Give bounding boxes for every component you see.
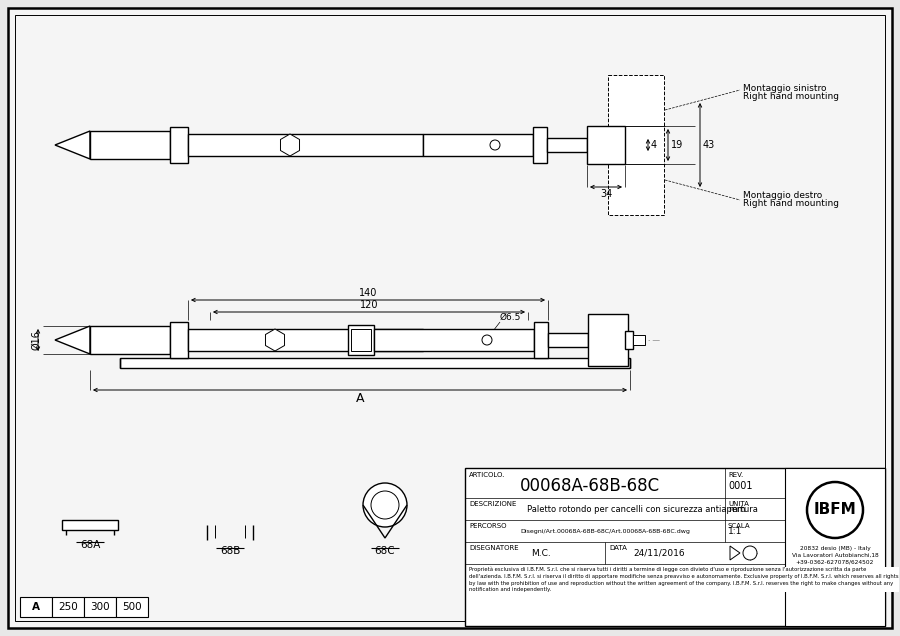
Text: UNITA: UNITA — [728, 501, 749, 507]
Bar — [52, 597, 84, 617]
Text: 500: 500 — [122, 602, 142, 612]
Text: Ø16: Ø16 — [31, 330, 41, 350]
Text: ARTICOLO.: ARTICOLO. — [469, 472, 506, 478]
Polygon shape — [281, 134, 300, 156]
Bar — [170, 322, 188, 358]
Bar — [120, 358, 630, 368]
Text: Right hand mounting: Right hand mounting — [743, 199, 839, 208]
Circle shape — [490, 140, 500, 150]
Text: 120: 120 — [360, 300, 378, 310]
Text: 68C: 68C — [374, 546, 395, 556]
Text: Proprietà esclusiva di I.B.F.M. S.r.l. che si riserva tutti i diritti a termine : Proprietà esclusiva di I.B.F.M. S.r.l. c… — [469, 567, 898, 592]
Text: 4: 4 — [651, 140, 657, 150]
Text: SCALA: SCALA — [728, 523, 751, 529]
Text: DESCRIZIONE: DESCRIZIONE — [469, 501, 517, 507]
Text: IBFM: IBFM — [814, 502, 857, 518]
Bar — [351, 329, 371, 351]
Bar — [548, 333, 588, 347]
Text: Right hand mounting: Right hand mounting — [743, 92, 839, 101]
Text: Montaggio destro: Montaggio destro — [743, 191, 823, 200]
Bar — [465, 468, 885, 626]
Text: 20832 desio (MB) - Italy
Via Lavoratori Autobianchi,18
+39-0362-627078/624502
Fa: 20832 desio (MB) - Italy Via Lavoratori … — [792, 546, 878, 579]
Circle shape — [743, 546, 757, 560]
Text: 1:1: 1:1 — [728, 527, 742, 536]
Polygon shape — [730, 546, 740, 560]
Bar — [785, 468, 885, 626]
Bar — [116, 597, 148, 617]
Bar — [62, 520, 118, 530]
Text: 250: 250 — [58, 602, 78, 612]
Bar — [348, 325, 374, 355]
Bar — [588, 314, 628, 366]
Bar — [547, 138, 587, 152]
Text: 140: 140 — [359, 288, 377, 298]
Text: 43: 43 — [703, 140, 716, 150]
Bar — [533, 127, 547, 163]
Bar — [625, 331, 633, 349]
Bar — [20, 597, 52, 617]
Text: 0001: 0001 — [728, 481, 752, 491]
Text: PERCORSO: PERCORSO — [469, 523, 507, 529]
Circle shape — [807, 482, 863, 538]
Bar — [90, 131, 170, 159]
Text: 68A: 68A — [80, 540, 100, 550]
Circle shape — [482, 335, 492, 345]
Text: mm: mm — [728, 504, 745, 513]
Polygon shape — [55, 131, 90, 159]
Text: 34: 34 — [600, 189, 612, 199]
Text: Montaggio sinistro: Montaggio sinistro — [743, 84, 826, 93]
Bar — [374, 329, 534, 351]
Bar — [633, 335, 645, 345]
Text: 00068A-68B-68C: 00068A-68B-68C — [520, 477, 660, 495]
Text: 19: 19 — [671, 140, 683, 150]
Text: Disegni/Art.00068A-68B-68C/Art.00068A-68B-68C.dwg: Disegni/Art.00068A-68B-68C/Art.00068A-68… — [520, 529, 690, 534]
Bar — [170, 127, 188, 163]
Text: 24/11/2016: 24/11/2016 — [633, 548, 685, 558]
Circle shape — [371, 491, 399, 519]
Text: DISEGNATORE: DISEGNATORE — [469, 545, 518, 551]
Text: A: A — [32, 602, 40, 612]
Bar — [587, 126, 625, 164]
Bar — [534, 322, 548, 358]
Text: 68B: 68B — [220, 546, 240, 556]
Polygon shape — [266, 329, 284, 351]
Bar — [84, 597, 116, 617]
Bar — [423, 134, 533, 156]
Bar — [188, 329, 423, 351]
Text: Ø6.5: Ø6.5 — [500, 313, 521, 322]
Text: M.C.: M.C. — [531, 548, 551, 558]
Text: 300: 300 — [90, 602, 110, 612]
Polygon shape — [55, 326, 90, 354]
Text: REV.: REV. — [728, 472, 743, 478]
Bar — [608, 75, 664, 215]
Bar — [188, 134, 423, 156]
Text: A: A — [356, 392, 364, 404]
Circle shape — [363, 483, 407, 527]
Bar — [90, 326, 170, 354]
Text: Paletto rotondo per cancelli con sicurezza antiapertura: Paletto rotondo per cancelli con sicurez… — [527, 504, 758, 513]
Text: DATA: DATA — [609, 545, 627, 551]
